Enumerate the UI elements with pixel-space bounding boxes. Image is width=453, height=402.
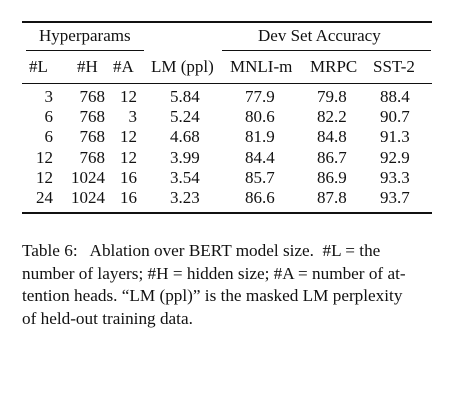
- table-cell: 12: [36, 168, 53, 187]
- table-cell: 84.4: [245, 148, 275, 167]
- table-cell: 5.84: [170, 87, 200, 106]
- table-cell: 4.68: [170, 127, 200, 146]
- caption-line-3: tention heads. “LM (ppl)” is the masked …: [22, 286, 403, 305]
- table-cell: 3: [128, 107, 138, 126]
- table-cell: 768: [79, 127, 106, 146]
- table-cell: 12: [120, 148, 137, 167]
- column-header-layers: #L: [29, 57, 48, 76]
- table-cell: 16: [120, 188, 137, 207]
- table-cell: 82.2: [317, 107, 347, 126]
- table-cell: 24: [36, 188, 53, 207]
- caption-line-4: of held-out training data.: [22, 308, 193, 328]
- table-cell: 86.6: [245, 188, 275, 207]
- caption-line-1: Table 6: Ablation over BERT model size. …: [22, 241, 381, 260]
- table-cell: 79.8: [317, 87, 347, 106]
- table-cell: 77.9: [245, 87, 275, 106]
- group-header-hyperparams: Hyperparams: [39, 26, 131, 45]
- table-cell: 93.7: [380, 188, 410, 207]
- table-cell: 12: [120, 87, 137, 106]
- table-cell: 768: [79, 87, 106, 106]
- table-cell: 81.9: [245, 127, 275, 146]
- table-cell: 6: [44, 127, 54, 146]
- table-cell: 90.7: [380, 107, 410, 126]
- table-cell: 768: [79, 107, 106, 126]
- table-cell: 6: [44, 107, 54, 126]
- column-header-attention-heads: #A: [113, 57, 134, 76]
- table-cell: 92.9: [380, 148, 410, 167]
- table-cell: 91.3: [380, 127, 410, 146]
- table-cell: 85.7: [245, 168, 275, 187]
- table-bottom-rule: [22, 212, 432, 214]
- table-cell: 3: [44, 87, 54, 106]
- table-mid-rule: [22, 83, 432, 84]
- table-cell: 86.9: [317, 168, 347, 187]
- table-cell: 12: [36, 148, 53, 167]
- table-cell: 3.54: [170, 168, 200, 187]
- table-top-rule: [22, 21, 432, 23]
- table-cell: 80.6: [245, 107, 275, 126]
- column-header-lm-ppl: LM (ppl): [151, 57, 214, 76]
- table-cell: 86.7: [317, 148, 347, 167]
- table-cell: 1024: [71, 188, 105, 207]
- column-header-mrpc: MRPC: [310, 57, 358, 76]
- table-cell: 88.4: [380, 87, 410, 106]
- table-cell: 16: [120, 168, 137, 187]
- table-cell: 5.24: [170, 107, 200, 126]
- column-header-sst-2: SST-2: [373, 57, 415, 76]
- group-header-dev-set-accuracy: Dev Set Accuracy: [258, 26, 381, 45]
- table-cell: 93.3: [380, 168, 410, 187]
- table-cell: 12: [120, 127, 137, 146]
- table-cell: 3.23: [170, 188, 200, 207]
- caption-line-2: number of layers; #H = hidden size; #A =…: [22, 263, 406, 283]
- column-header-mnli-m: MNLI-m: [230, 57, 293, 76]
- table-cell: 768: [79, 148, 106, 167]
- column-header-hidden-size: #H: [77, 57, 98, 76]
- table-cell: 87.8: [317, 188, 347, 207]
- table-cell: 84.8: [317, 127, 347, 146]
- hyperparams-cmidrule: [26, 50, 144, 51]
- table-cell: 3.99: [170, 148, 200, 167]
- table-cell: 1024: [71, 168, 105, 187]
- table-caption: Table 6: Ablation over BERT model size. …: [22, 240, 435, 330]
- dev-accuracy-cmidrule: [222, 50, 431, 51]
